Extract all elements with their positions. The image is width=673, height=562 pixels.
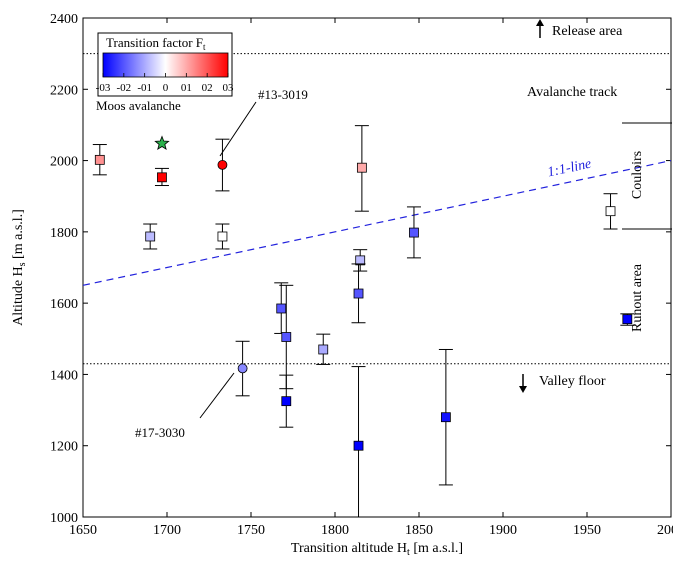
data-point <box>235 340 250 397</box>
data-marker-circle <box>237 363 248 374</box>
data-marker-square <box>157 172 167 183</box>
data-point <box>603 193 618 230</box>
data-point <box>215 223 230 250</box>
data-marker-square <box>605 206 616 217</box>
colorbar-title-main: Transition factor F <box>106 35 203 50</box>
data-marker-square <box>318 344 329 355</box>
colorbar-tick-label: 01 <box>181 82 192 94</box>
y-tick-label: 1000 <box>50 511 78 526</box>
data-marker-square <box>353 288 364 299</box>
y-axis-label: Altitude Hs [m a.s.l.] <box>11 209 28 326</box>
plot-frame <box>82 17 672 518</box>
data-marker-square <box>217 231 228 242</box>
colorbar-ticks: -03 -02 -01 0 01 02 03 <box>96 73 234 94</box>
annotation-13-3019: #13-3019 <box>258 87 308 102</box>
x-tick-label: 1800 <box>321 523 349 538</box>
data-point <box>351 263 366 324</box>
colorbar-tick-label: 03 <box>223 82 235 94</box>
valley-floor-label: Valley floor <box>519 374 606 393</box>
data-point <box>438 348 453 486</box>
data-marker-square <box>356 162 367 173</box>
data-point <box>279 284 294 390</box>
y-tick-label: 2400 <box>50 12 78 27</box>
data-marker-square <box>355 255 366 266</box>
data-marks <box>92 125 635 518</box>
moos-avalanche-label: Moos avalanche <box>96 98 181 113</box>
y-tick-label: 2000 <box>50 155 78 170</box>
couloirs-label: Couloirs <box>630 151 645 199</box>
valley-floor-text: Valley floor <box>539 374 606 389</box>
x-tick-label: 1650 <box>69 523 97 538</box>
data-point <box>143 223 158 250</box>
data-marker-circle <box>217 159 228 170</box>
release-area-text: Release area <box>552 24 623 39</box>
data-marker-square <box>622 314 633 325</box>
x-tick-label: 1850 <box>405 523 433 538</box>
one-to-one-line <box>82 159 672 286</box>
colorbar-title-sub: t <box>203 42 206 52</box>
x-tick-label: 1750 <box>237 523 265 538</box>
data-point <box>406 206 421 259</box>
data-point <box>354 125 369 212</box>
moos-avalanche-star <box>154 135 170 150</box>
x-tick-label: 1900 <box>489 523 517 538</box>
x-tick-label: 1950 <box>573 523 601 538</box>
data-marker-square <box>353 440 364 451</box>
colorbar-tick-label: 02 <box>202 82 213 94</box>
data-marker-square <box>440 412 451 423</box>
data-marker-square <box>145 231 156 242</box>
data-point <box>316 333 331 365</box>
colorbar: Transition factor Ft -03 -02 -01 0 01 02 03 <box>96 32 234 97</box>
y-tick-label: 2200 <box>50 83 78 98</box>
colorbar-tick-label: -01 <box>137 82 152 94</box>
data-point <box>274 282 289 334</box>
data-marker-square <box>281 396 292 407</box>
runout-area-label: Runout area <box>630 263 645 332</box>
avalanche-track-label: Avalanche track <box>527 85 617 100</box>
data-point <box>154 167 169 187</box>
y-tick-label: 1800 <box>50 226 78 241</box>
annotation-17-3030-leader <box>199 372 235 419</box>
data-marker-square <box>281 332 292 342</box>
data-marker-square <box>94 154 105 165</box>
colorbar-tick-label: -03 <box>96 82 111 94</box>
x-tick-label: 1700 <box>153 523 181 538</box>
colorbar-tick-label: 0 <box>163 82 169 94</box>
data-point <box>92 144 107 176</box>
data-marker-square <box>276 303 287 314</box>
y-tick-label: 1400 <box>50 368 78 383</box>
release-area-label: Release area <box>536 19 623 39</box>
colorbar-title: Transition factor Ft <box>106 35 206 52</box>
one-to-one-line-label: 1:1-line <box>546 157 592 181</box>
annotation-17-3030: #17-3030 <box>135 425 185 440</box>
data-point <box>279 374 294 428</box>
y-tick-label: 1200 <box>50 440 78 455</box>
data-point <box>620 313 635 326</box>
data-point <box>351 366 366 518</box>
data-point <box>215 138 230 192</box>
x-axis-label: Transition altitude Ht [m a.s.l.] <box>291 541 463 558</box>
annotation-13-3019-leader <box>219 101 257 157</box>
y-tick-label: 1600 <box>50 297 78 312</box>
colorbar-tick-label: -02 <box>116 82 131 94</box>
data-marker-square <box>409 227 419 238</box>
data-point <box>353 249 368 272</box>
axes-layer: 1650 1700 1750 1800 1850 1900 1950 2000 1000 1200… <box>11 12 673 558</box>
x-tick-label: 2000 <box>657 523 673 538</box>
